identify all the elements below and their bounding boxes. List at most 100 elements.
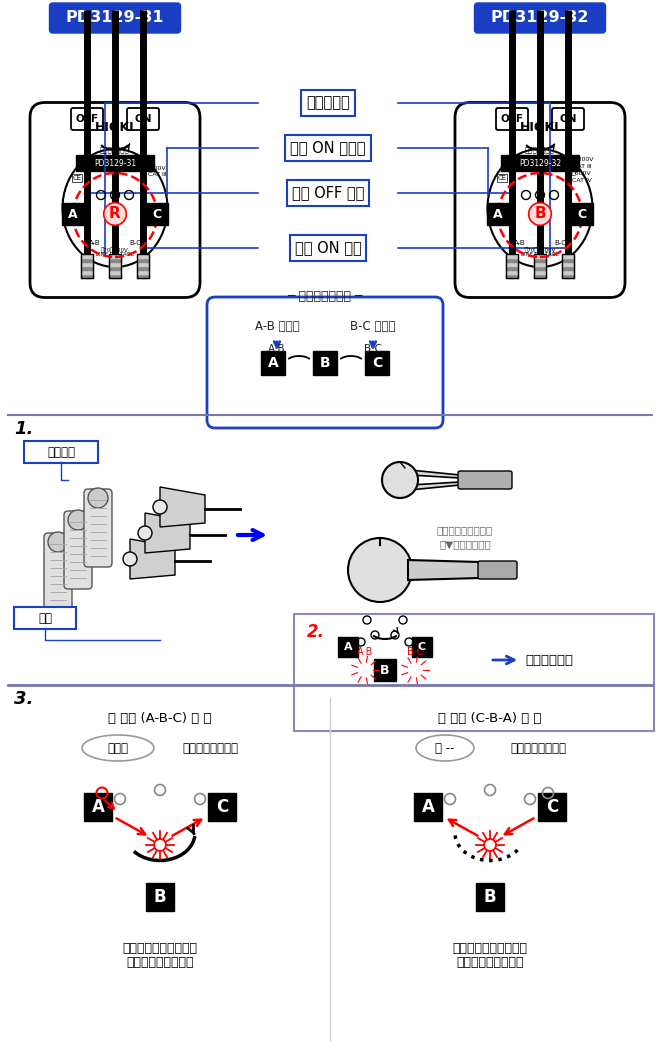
Text: B: B xyxy=(484,888,496,906)
FancyBboxPatch shape xyxy=(44,533,72,611)
Text: A-B: A-B xyxy=(89,240,101,246)
FancyBboxPatch shape xyxy=(412,637,432,657)
Polygon shape xyxy=(390,468,460,478)
FancyBboxPatch shape xyxy=(365,351,389,375)
Text: B: B xyxy=(319,356,330,370)
Text: A·B: A·B xyxy=(357,647,373,657)
Text: ～600V: ～600V xyxy=(572,170,592,175)
Ellipse shape xyxy=(63,149,168,267)
Text: B·C: B·C xyxy=(364,344,382,354)
Text: B·C: B·C xyxy=(407,647,423,657)
Circle shape xyxy=(48,532,68,552)
FancyBboxPatch shape xyxy=(207,297,443,428)
Ellipse shape xyxy=(82,735,154,761)
Ellipse shape xyxy=(488,149,593,267)
Text: A: A xyxy=(493,208,503,220)
FancyBboxPatch shape xyxy=(538,793,566,821)
Text: 非接触式相序表: 非接触式相序表 xyxy=(525,147,555,153)
Text: ～70～600V: ～70～600V xyxy=(101,247,129,253)
Text: OFF: OFF xyxy=(500,114,523,124)
FancyBboxPatch shape xyxy=(294,614,654,731)
Text: C: C xyxy=(372,356,382,370)
Text: 电源 OFF 开关: 电源 OFF 开关 xyxy=(292,186,364,201)
Polygon shape xyxy=(145,513,190,553)
Text: 进行顺时针依次闪烁。: 进行顺时针依次闪烁。 xyxy=(123,942,197,954)
Text: ～70～1000V: ～70～1000V xyxy=(525,247,556,253)
Circle shape xyxy=(484,839,496,850)
FancyBboxPatch shape xyxy=(146,883,174,911)
Text: 障壁: 障壁 xyxy=(38,611,52,625)
Text: ～1000V: ～1000V xyxy=(570,156,594,162)
FancyBboxPatch shape xyxy=(571,203,593,225)
Text: A: A xyxy=(267,356,279,370)
Text: B: B xyxy=(380,664,390,676)
Polygon shape xyxy=(408,560,480,580)
FancyBboxPatch shape xyxy=(208,793,236,821)
FancyBboxPatch shape xyxy=(501,155,579,171)
Text: 嗡嗡嗡: 嗡嗡嗡 xyxy=(108,741,129,755)
Text: B-C 指示灯: B-C 指示灯 xyxy=(350,320,396,334)
Circle shape xyxy=(382,462,418,498)
Text: C: C xyxy=(216,798,228,816)
FancyBboxPatch shape xyxy=(50,3,180,33)
Text: B: B xyxy=(534,207,546,222)
Text: CE: CE xyxy=(73,175,82,181)
FancyBboxPatch shape xyxy=(475,3,605,33)
FancyBboxPatch shape xyxy=(478,561,517,579)
Text: C: C xyxy=(578,208,587,220)
Text: A-B: A-B xyxy=(514,240,526,246)
FancyBboxPatch shape xyxy=(455,103,625,297)
Text: 3.: 3. xyxy=(14,690,34,708)
FancyBboxPatch shape xyxy=(476,883,504,911)
Polygon shape xyxy=(130,539,175,579)
Text: A·B: A·B xyxy=(268,344,286,354)
FancyBboxPatch shape xyxy=(146,203,168,225)
Text: 蜂鸣器（连续音）: 蜂鸣器（连续音） xyxy=(510,741,566,755)
Circle shape xyxy=(123,552,137,566)
Text: 绝缘电线: 绝缘电线 xyxy=(47,445,75,459)
FancyBboxPatch shape xyxy=(261,351,285,375)
Text: ＜ 反相 (C-B-A) 时 ＞: ＜ 反相 (C-B-A) 时 ＞ xyxy=(438,712,542,724)
Text: 电源 ON 开关: 电源 ON 开关 xyxy=(294,240,362,255)
Text: 相序指示灯: 相序指示灯 xyxy=(306,96,350,110)
Polygon shape xyxy=(390,482,460,492)
Text: 指示灯点亮。: 指示灯点亮。 xyxy=(525,653,573,667)
FancyBboxPatch shape xyxy=(552,108,584,130)
Text: A: A xyxy=(422,798,434,816)
Text: C: C xyxy=(546,798,558,816)
Circle shape xyxy=(68,510,88,530)
Text: （箭头指示灯熄灭）: （箭头指示灯熄灭） xyxy=(456,957,524,969)
Text: 1.: 1. xyxy=(14,420,34,438)
FancyBboxPatch shape xyxy=(313,351,337,375)
Text: R: R xyxy=(109,207,121,222)
Text: CE: CE xyxy=(498,175,507,181)
FancyBboxPatch shape xyxy=(64,511,92,589)
Text: C: C xyxy=(418,642,426,652)
FancyBboxPatch shape xyxy=(62,203,84,225)
Text: HIOKI: HIOKI xyxy=(520,121,560,134)
Text: B-C: B-C xyxy=(129,240,141,246)
FancyBboxPatch shape xyxy=(414,793,442,821)
Text: PD3129-32: PD3129-32 xyxy=(491,10,589,25)
FancyBboxPatch shape xyxy=(127,108,159,130)
Text: LINE VOLTAGE: LINE VOLTAGE xyxy=(96,252,134,257)
Text: 2.: 2. xyxy=(307,623,325,640)
Text: ─ 线间电压指示灯 ─: ─ 线间电压指示灯 ─ xyxy=(287,290,363,303)
Text: 非接触式相序表: 非接触式相序表 xyxy=(100,147,130,153)
FancyBboxPatch shape xyxy=(496,108,528,130)
FancyBboxPatch shape xyxy=(458,471,512,489)
FancyBboxPatch shape xyxy=(71,108,103,130)
Polygon shape xyxy=(160,487,205,527)
Text: A-B 指示灯: A-B 指示灯 xyxy=(255,320,300,334)
Text: CAT Ⅳ: CAT Ⅳ xyxy=(572,177,592,183)
Text: 蜂鸣器（断续音）: 蜂鸣器（断续音） xyxy=(182,741,238,755)
Text: A: A xyxy=(68,208,78,220)
Text: PD3129-31: PD3129-31 xyxy=(66,10,164,25)
Text: B-C: B-C xyxy=(554,240,566,246)
Circle shape xyxy=(138,526,152,540)
Text: HIOKI: HIOKI xyxy=(95,121,135,134)
Circle shape xyxy=(154,839,166,850)
Circle shape xyxy=(88,488,108,508)
Text: PD3129-32: PD3129-32 xyxy=(519,159,561,168)
Text: ＜ 正相 (A-B-C) 时 ＞: ＜ 正相 (A-B-C) 时 ＞ xyxy=(108,712,212,724)
